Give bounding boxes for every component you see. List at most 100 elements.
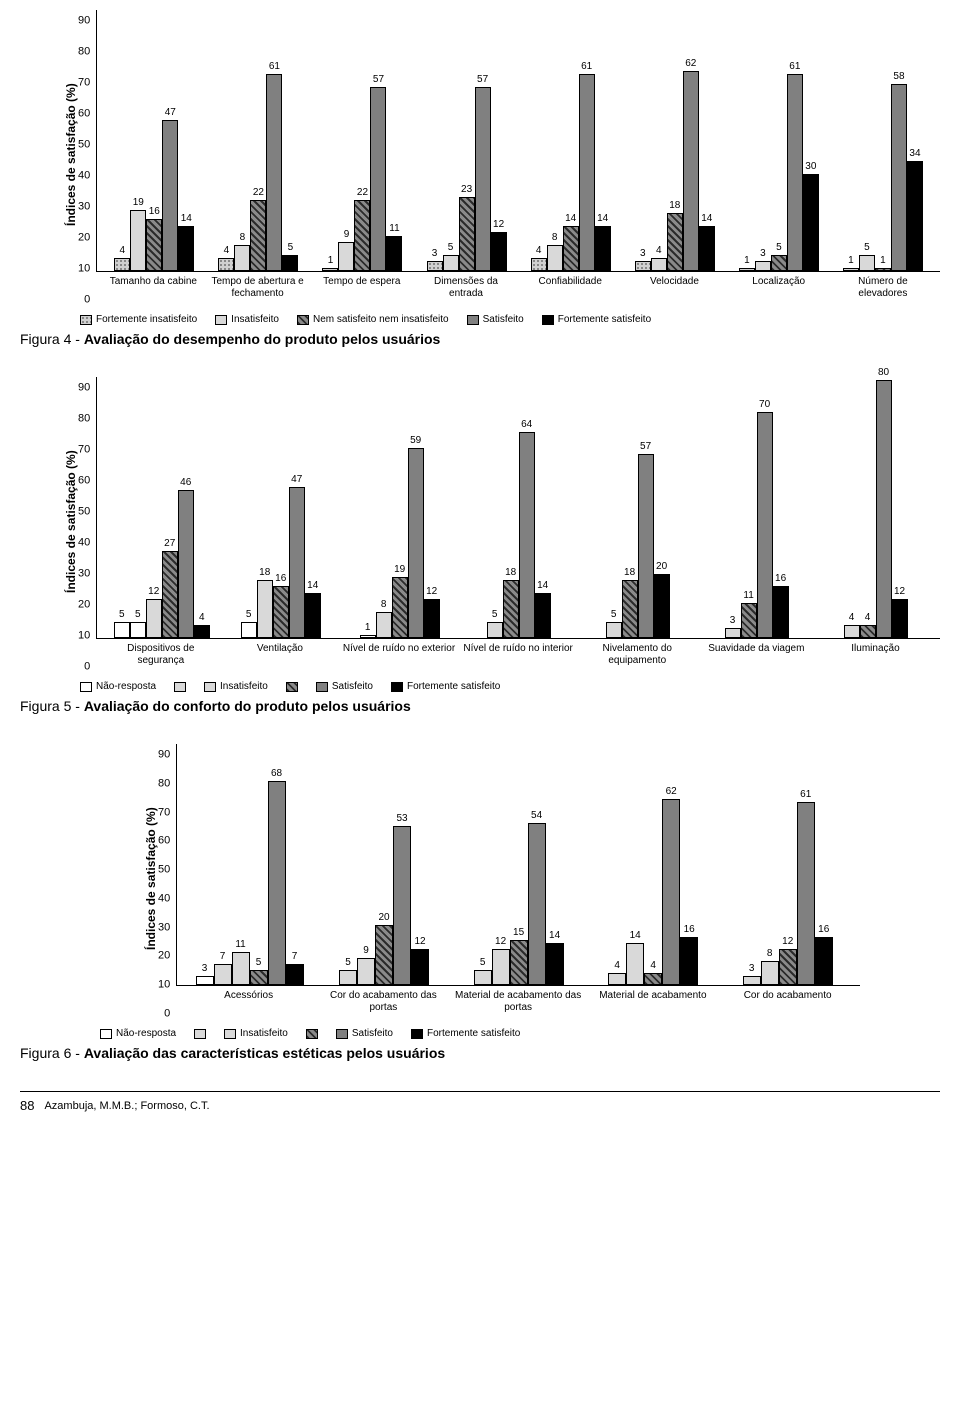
bar: 14 [626, 943, 644, 985]
bar: 46 [178, 490, 194, 638]
legend: Não-respostaInsatisfeitoSatisfeitoFortem… [80, 681, 940, 692]
bar-value: 1 [328, 255, 334, 266]
bar: 5 [114, 622, 130, 638]
bar: 4 [194, 625, 210, 638]
bar: 22 [250, 200, 266, 271]
bar-group: 5186414 [459, 432, 578, 638]
bar: 8 [761, 961, 779, 985]
bar-value: 12 [426, 586, 437, 597]
chart-6: Índices de satisfação (%) 01020304050607… [140, 744, 860, 1014]
bar-value: 9 [363, 945, 369, 956]
y-tick: 0 [78, 662, 90, 673]
footer-rule [20, 1091, 940, 1092]
bar-group: 3117016 [697, 412, 816, 638]
bar: 16 [273, 586, 289, 638]
bar: 7 [286, 964, 304, 985]
bar-value: 11 [743, 590, 753, 601]
bar-value: 16 [684, 924, 695, 935]
bar: 68 [268, 781, 286, 985]
bar: 11 [386, 236, 402, 271]
bar-value: 16 [775, 573, 786, 584]
bar-value: 5 [135, 609, 141, 620]
bar: 14 [305, 593, 321, 638]
bar: 12 [492, 949, 510, 985]
bar: 34 [907, 161, 923, 271]
category-label: Acessórios [181, 990, 316, 1014]
x-labels: AcessóriosCor do acabamento das portasMa… [176, 986, 860, 1014]
legend-item [286, 682, 298, 692]
legend-swatch [174, 682, 186, 692]
category-label: Tamanho da cabine [101, 276, 205, 300]
y-tick: 30 [78, 202, 90, 213]
y-tick: 10 [78, 631, 90, 642]
bar: 5 [487, 622, 503, 638]
bar: 1 [322, 268, 338, 271]
category-label: Material de acabamento [586, 990, 721, 1014]
bar-value: 14 [181, 213, 192, 224]
bar: 22 [354, 200, 370, 271]
bar-value: 46 [180, 477, 191, 488]
bar: 5 [474, 970, 492, 985]
bar: 8 [234, 245, 250, 271]
bar-value: 14 [549, 930, 560, 941]
legend-swatch [316, 682, 328, 692]
legend-swatch [194, 1029, 206, 1039]
y-tick: 20 [158, 951, 170, 962]
bar-value: 62 [685, 58, 696, 69]
bar: 3 [725, 628, 741, 638]
bar-value: 5 [776, 242, 782, 253]
bar-value: 16 [275, 573, 286, 584]
legend-swatch [100, 1029, 112, 1039]
bar-value: 16 [818, 924, 829, 935]
y-tick: 80 [78, 414, 90, 425]
legend-swatch [391, 682, 403, 692]
bar: 59 [408, 448, 424, 638]
bar-value: 18 [669, 200, 680, 211]
bar-value: 5 [448, 242, 454, 253]
bar: 5 [443, 255, 459, 271]
bar: 3 [427, 261, 443, 271]
legend-label: Satisfeito [483, 314, 524, 325]
bar-group: 4822615 [206, 74, 310, 271]
bar-value: 3 [730, 615, 736, 626]
plot-area: 5512274645181647141819591251864145185720… [96, 377, 940, 639]
category-label: Nível de ruído no interior [459, 643, 578, 667]
y-tick: 70 [78, 445, 90, 456]
bar-group: 34186214 [623, 71, 727, 271]
y-tick: 40 [78, 171, 90, 182]
legend-label: Insatisfeito [220, 681, 268, 692]
bar: 7 [214, 964, 232, 985]
category-label: Localização [727, 276, 831, 300]
legend-swatch [306, 1029, 318, 1039]
bar: 14 [178, 226, 194, 271]
bar-value: 15 [513, 927, 524, 938]
bar-value: 14 [630, 930, 641, 941]
bar: 54 [528, 823, 546, 985]
bar: 61 [797, 802, 815, 985]
legend-item: Não-resposta [80, 681, 156, 692]
y-axis-label: Índices de satisfação (%) [60, 10, 78, 300]
caption-bold: Avaliação do conforto do produto pelos u… [84, 698, 411, 714]
page-footer: 88 Azambuja, M.M.B.; Formoso, C.T. [20, 1098, 940, 1113]
bar-group: 48146114 [519, 74, 623, 271]
bar: 62 [662, 799, 680, 985]
legend-swatch [80, 315, 92, 325]
bar-value: 61 [789, 61, 800, 72]
bar-value: 12 [894, 586, 905, 597]
x-labels: Dispositivos de segurançaVentilaçãoNível… [96, 639, 940, 667]
bar: 62 [683, 71, 699, 271]
legend-label: Não-resposta [116, 1028, 176, 1039]
bar: 5 [241, 622, 257, 638]
bar-value: 59 [410, 435, 421, 446]
bar-value: 4 [199, 612, 205, 623]
legend-swatch [336, 1029, 348, 1039]
y-tick: 50 [78, 140, 90, 151]
bar: 9 [357, 958, 375, 985]
bar: 57 [638, 454, 654, 638]
bar-value: 23 [461, 184, 472, 195]
legend-item: Fortemente insatisfeito [80, 314, 197, 325]
bar-value: 7 [220, 951, 226, 962]
y-tick: 0 [78, 295, 90, 306]
bar-value: 22 [357, 187, 368, 198]
bar: 16 [146, 219, 162, 271]
